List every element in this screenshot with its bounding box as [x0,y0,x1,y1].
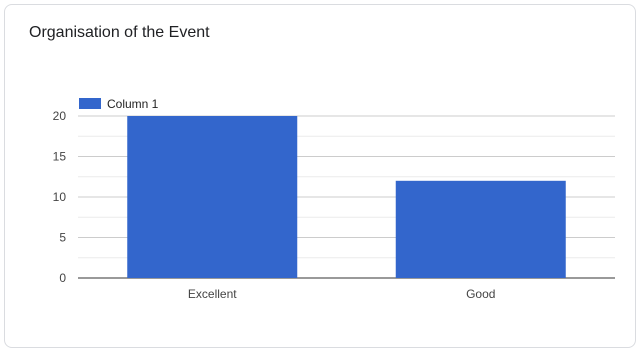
legend: Column 1 [79,97,159,111]
x-tick-label: Excellent [188,287,237,301]
y-tick-label: 10 [53,190,67,204]
bars [127,116,566,278]
legend-swatch [79,98,101,109]
bar [127,116,298,278]
x-tick-label: Good [466,287,495,301]
legend-label: Column 1 [107,97,159,111]
chart-title: Organisation of the Event [29,24,210,41]
chart-card [4,4,636,348]
bar [395,180,566,278]
y-tick-label: 0 [59,271,66,285]
y-tick-label: 15 [53,150,67,164]
y-tick-label: 5 [59,231,66,245]
y-tick-label: 20 [53,109,67,123]
x-axis-ticks: Excellent Good [188,287,496,301]
y-axis-ticks: 0 5 10 15 20 [53,109,67,285]
